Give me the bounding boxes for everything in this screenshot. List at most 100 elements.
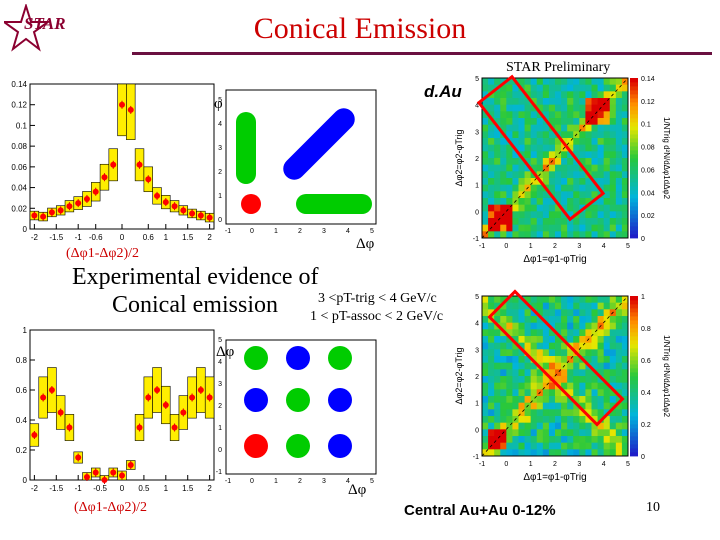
- heatmap-cell: [548, 309, 556, 317]
- heatmap-cell: [530, 376, 538, 384]
- schematic-top-ylabel: φ: [214, 96, 223, 112]
- heatmap-cell: [621, 164, 629, 172]
- heatmap-cell: [615, 422, 623, 430]
- heatmap-cell: [609, 104, 617, 112]
- heatmap-cell: [488, 349, 495, 357]
- heatmap-cell: [494, 111, 501, 119]
- y-tick-label: 0: [23, 476, 28, 485]
- heatmap-cell: [530, 396, 538, 404]
- colorbar-cell: [630, 384, 638, 389]
- heatmap-cell: [585, 211, 592, 219]
- heatmap-cell: [621, 151, 629, 159]
- colorbar-cell: [630, 376, 638, 381]
- heatmap-cell: [512, 231, 519, 239]
- colorbar-cell: [630, 162, 638, 167]
- heatmap-cell: [615, 302, 623, 310]
- heatmap-cell: [518, 409, 525, 417]
- heatmap-cell: [615, 389, 623, 397]
- heatmap-cell: [579, 382, 586, 390]
- heatmap-cell: [567, 78, 574, 86]
- heatmap-cell: [579, 191, 586, 199]
- heatmap-cell: [500, 389, 507, 397]
- heatmap-cell: [561, 78, 568, 86]
- heatmap-cell: [591, 131, 598, 139]
- heatmap-cell: [518, 124, 525, 132]
- dau-projection-chart: 0 0.02 0.04 0.06 0.08 0.1 0.12 0.14 -2 -1.5 -1 -0.6…: [11, 80, 215, 242]
- heatmap-cell: [536, 336, 544, 344]
- map-zlabel: 1/NTrig d²N/dΔφ1dΔφ2: [662, 335, 670, 418]
- y-tick-label: 4: [475, 321, 479, 328]
- heatmap-cell: [482, 376, 489, 384]
- heatmap-cell: [573, 336, 580, 344]
- heatmap-cell: [518, 396, 525, 404]
- heatmap-cell: [555, 436, 562, 444]
- heatmap-cell: [548, 164, 556, 172]
- colorbar-cell: [630, 408, 638, 413]
- colorbar-cell: [630, 324, 638, 329]
- colorbar-cell: [630, 82, 638, 87]
- schematic-bottom-ylabel: Δφ: [216, 344, 235, 360]
- heatmap-cell: [579, 111, 586, 119]
- x-tick-label: 5: [626, 243, 630, 250]
- x-tick-label: 3: [577, 243, 581, 250]
- heatmap-cell: [561, 211, 568, 219]
- heatmap-cell: [542, 322, 550, 330]
- heatmap-cell: [615, 416, 623, 424]
- heatmap-cell: [597, 396, 605, 404]
- heatmap-cell: [494, 316, 501, 324]
- heatmap-cell: [482, 396, 489, 404]
- heatmap-cell: [494, 389, 501, 397]
- heatmap-cell: [567, 402, 574, 410]
- heatmap-cell: [585, 356, 592, 364]
- heatmap-cell: [555, 429, 562, 437]
- heatmap-cell: [621, 131, 629, 139]
- colorbar-cell: [630, 368, 638, 373]
- heatmap-cell: [597, 309, 605, 317]
- heatmap-cell: [542, 78, 550, 86]
- heatmap-cell: [542, 178, 550, 186]
- heatmap-cell: [536, 164, 544, 172]
- heatmap-cell: [506, 78, 513, 86]
- heatmap-cell: [536, 449, 544, 457]
- heatmap-cell: [561, 376, 568, 384]
- colorbar-cell: [630, 348, 638, 353]
- heatmap-cell: [542, 111, 550, 119]
- heatmap-cell: [500, 356, 507, 364]
- heatmap-cell: [482, 78, 489, 86]
- heatmap-cell: [573, 198, 580, 206]
- x-tick-label: -0.6: [89, 233, 103, 242]
- heatmap-cell: [506, 322, 513, 330]
- heatmap-cell: [621, 118, 629, 126]
- heatmap-cell: [500, 436, 507, 444]
- heatmap-cell: [585, 396, 592, 404]
- heatmap-cell: [482, 104, 489, 112]
- heatmap-cell: [573, 322, 580, 330]
- heatmap-cell: [506, 204, 513, 212]
- heatmap-cell: [530, 84, 538, 92]
- heatmap-cell: [494, 138, 501, 146]
- heatmap-cell: [488, 204, 495, 212]
- heatmap-cell: [555, 442, 562, 450]
- heatmap-cell: [524, 322, 532, 330]
- heatmap-cell: [536, 396, 544, 404]
- heatmap-cell: [561, 191, 568, 199]
- heatmap-cell: [548, 84, 556, 92]
- heatmap-cell: [548, 396, 556, 404]
- heatmap-cell: [615, 402, 623, 410]
- heatmap-cell: [555, 396, 562, 404]
- heatmap-cell: [524, 429, 532, 437]
- heatmap-cell: [518, 376, 525, 384]
- heatmap-cell: [597, 218, 605, 226]
- heatmap-cell: [585, 422, 592, 430]
- schematic-y-tick: 0: [218, 447, 222, 454]
- heatmap-cell: [536, 211, 544, 219]
- heatmap-cell: [512, 184, 519, 192]
- data-point: [48, 387, 55, 393]
- x-tick-label: 1: [164, 484, 169, 493]
- heatmap-cell: [506, 362, 513, 370]
- heatmap-cell: [561, 178, 568, 186]
- heatmap-cell: [615, 78, 623, 86]
- heatmap-cell: [555, 158, 562, 166]
- heatmap-cell: [548, 382, 556, 390]
- heatmap-cell: [567, 409, 574, 417]
